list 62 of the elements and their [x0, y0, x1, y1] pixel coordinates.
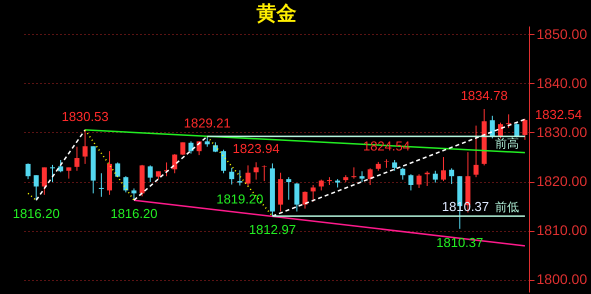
candlestick	[221, 149, 226, 174]
candlestick	[440, 156, 446, 182]
candlestick	[98, 172, 104, 198]
candlestick	[82, 129, 88, 164]
candlestick	[115, 162, 120, 178]
candlestick	[302, 190, 308, 210]
text: 1832.54	[535, 107, 582, 122]
candlestick	[180, 142, 186, 156]
candlestick	[318, 179, 324, 191]
series-label: 前高	[494, 136, 519, 150]
candlestick	[50, 164, 56, 183]
y-tick-label: 1810.00	[536, 222, 588, 238]
candlestick	[26, 162, 31, 180]
candlestick	[237, 170, 242, 186]
candlestick	[34, 174, 39, 201]
candlestick	[262, 164, 267, 182]
candlestick	[424, 170, 430, 186]
candlestick	[172, 154, 178, 174]
candlestick	[294, 182, 300, 212]
candlestick	[42, 166, 47, 196]
annotation: 1823.94	[232, 141, 280, 156]
annotation: 1834.78	[460, 88, 508, 104]
annotation: 1819.20	[216, 192, 264, 206]
candlestick	[400, 167, 406, 180]
candlestick	[432, 170, 438, 184]
annotation: 1812.97	[248, 222, 296, 238]
y-tick-label: 1830.00	[536, 124, 588, 140]
y-tick-label: 1850.00	[536, 26, 588, 42]
candlestick	[416, 174, 422, 188]
candlestick	[310, 184, 316, 202]
candlestick	[254, 162, 259, 180]
candlestick	[74, 146, 80, 172]
y-tick-label: 1840.00	[536, 74, 588, 91]
annotation: 1816.20	[12, 206, 60, 222]
y-tick-label: 1800.00	[536, 271, 588, 288]
candlestick	[392, 159, 398, 172]
candlestick	[123, 176, 128, 193]
candlestick	[506, 114, 512, 129]
candlestick	[229, 167, 234, 186]
annotation: 1829.21	[184, 115, 231, 130]
candlestick	[286, 176, 292, 200]
candlestick	[58, 159, 64, 173]
annotation: 1830.53	[62, 108, 109, 124]
candlestick	[326, 176, 332, 186]
chart-title: 黄金	[256, 3, 296, 25]
series-label: 前低	[494, 200, 519, 214]
text: 1816.20	[110, 206, 158, 222]
candlestick	[474, 125, 479, 178]
annotation: 1810.37	[436, 234, 484, 250]
candlestick	[351, 166, 356, 180]
candlestick	[368, 168, 373, 186]
candlestick	[514, 122, 520, 138]
candlestick	[360, 170, 365, 183]
candlestick	[384, 158, 389, 168]
candlestick	[245, 164, 250, 187]
candlestick	[204, 136, 210, 148]
candlestick	[449, 168, 454, 185]
candlestick	[522, 118, 528, 140]
candlestick	[408, 174, 414, 191]
candlestick	[148, 164, 153, 183]
y-tick-label: 1820.00	[536, 173, 588, 190]
candlestick	[131, 188, 136, 201]
